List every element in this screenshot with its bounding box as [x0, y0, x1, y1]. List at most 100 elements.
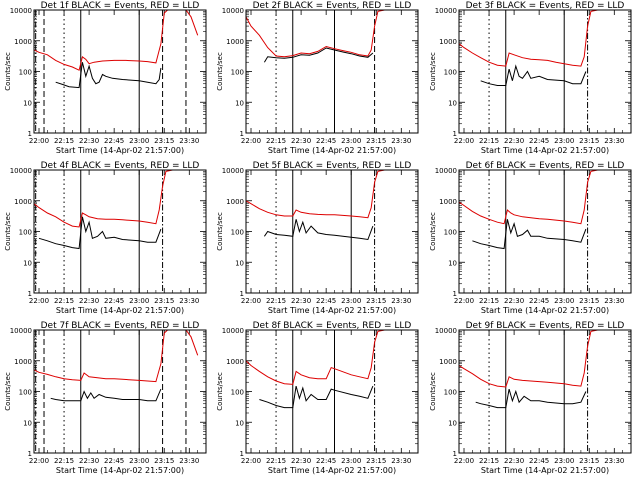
y-tick-label: 10: [448, 99, 457, 107]
y-tick-label: 10000: [435, 327, 457, 335]
x-axis-label: Start Time (14-Apr-02 21:57:00): [56, 146, 184, 155]
x-tick-label: 23:30: [179, 457, 199, 465]
x-tick-label: 22:30: [79, 457, 99, 465]
detector-panel: Det 1f BLACK = Events, RED = LLD Counts/s…: [4, 1, 207, 155]
x-tick-label: 22:30: [291, 137, 311, 145]
x-tick-label: 22:45: [104, 137, 124, 145]
x-tick-label: 23:30: [179, 137, 199, 145]
detector-panel: Det 8f BLACK = Events, RED = LLD Counts/s…: [216, 321, 419, 475]
x-tick-label: 23:15: [154, 297, 174, 305]
x-tick-label: 22:00: [454, 297, 474, 305]
x-tick-label: 23:15: [579, 457, 599, 465]
y-tick-label: 1000: [226, 198, 244, 206]
x-tick-label: 22:15: [54, 137, 74, 145]
x-tick-label: 23:00: [341, 457, 361, 465]
y-tick-label: 100: [231, 69, 244, 77]
x-axis-label: Start Time (14-Apr-02 21:57:00): [481, 466, 609, 475]
x-tick-label: 22:45: [104, 297, 124, 305]
lld-series-line: [459, 10, 623, 67]
y-tick-label: 1: [453, 450, 457, 458]
events-series-line: [480, 64, 587, 86]
detector-panel: Det 7f BLACK = Events, RED = LLD Counts/s…: [4, 321, 207, 475]
x-tick-label: 23:00: [554, 297, 574, 305]
detector-panel: Det 6f BLACK = Events, RED = LLD Counts/s…: [429, 161, 632, 315]
events-series-line: [472, 219, 587, 250]
x-tick-label: 23:30: [391, 457, 411, 465]
y-tick-label: 1: [453, 290, 457, 298]
x-tick-label: 23:30: [391, 297, 411, 305]
detector-panel: Det 2f BLACK = Events, RED = LLD Counts/s…: [216, 1, 419, 155]
y-tick-label: 1000: [226, 358, 244, 366]
y-tick-label: 10000: [10, 7, 32, 15]
panel-title: Det 5f BLACK = Events, RED = LLD: [253, 161, 412, 171]
y-tick-label: 100: [19, 389, 32, 397]
y-tick-label: 10: [23, 259, 32, 267]
x-tick-label: 23:15: [366, 137, 386, 145]
plot-frame: [33, 169, 207, 294]
y-tick-label: 10000: [222, 327, 244, 335]
y-axis-label: Counts/sec: [429, 372, 437, 411]
panel-title: Det 2f BLACK = Events, RED = LLD: [253, 1, 412, 11]
x-tick-label: 23:00: [554, 457, 574, 465]
y-axis-label: Counts/sec: [216, 372, 224, 411]
events-series-line: [263, 219, 374, 241]
y-tick-label: 1000: [439, 38, 457, 46]
y-tick-label: 10: [23, 99, 32, 107]
y-tick-label: 1: [28, 450, 32, 458]
x-tick-label: 22:30: [79, 297, 99, 305]
y-axis-label: Counts/sec: [216, 212, 224, 251]
y-axis-label: Counts/sec: [4, 372, 12, 411]
x-tick-label: 23:30: [391, 137, 411, 145]
x-tick-label: 23:15: [154, 457, 174, 465]
y-tick-label: 100: [444, 69, 457, 77]
y-tick-label: 10: [235, 419, 244, 427]
y-tick-label: 1000: [226, 38, 244, 46]
x-tick-label: 23:15: [579, 297, 599, 305]
detector-panel: Det 4f BLACK = Events, RED = LLD Counts/s…: [4, 161, 207, 315]
x-tick-label: 22:30: [504, 457, 524, 465]
events-series-line: [38, 216, 162, 250]
panel-title: Det 6f BLACK = Events, RED = LLD: [466, 161, 625, 171]
x-tick-label: 22:45: [316, 137, 336, 145]
plot-frame: [245, 169, 419, 294]
y-tick-label: 100: [19, 229, 32, 237]
x-tick-label: 22:00: [454, 137, 474, 145]
x-tick-label: 22:15: [266, 457, 286, 465]
y-tick-label: 100: [444, 389, 457, 397]
x-tick-label: 23:30: [179, 297, 199, 305]
x-tick-label: 22:30: [504, 297, 524, 305]
panel-title: Det 9f BLACK = Events, RED = LLD: [466, 321, 625, 331]
y-tick-label: 1000: [439, 358, 457, 366]
x-tick-label: 22:15: [54, 297, 74, 305]
lld-series-line: [34, 10, 199, 71]
detector-panel: Det 9f BLACK = Events, RED = LLD Counts/s…: [429, 321, 632, 475]
y-tick-label: 10000: [10, 327, 32, 335]
x-tick-label: 22:00: [454, 457, 474, 465]
x-tick-label: 23:15: [366, 457, 386, 465]
x-tick-label: 23:00: [341, 297, 361, 305]
y-tick-label: 1000: [439, 198, 457, 206]
x-tick-label: 22:15: [479, 137, 499, 145]
y-tick-label: 100: [444, 229, 457, 237]
events-series-line: [475, 388, 587, 409]
panel-title: Det 4f BLACK = Events, RED = LLD: [41, 161, 200, 171]
y-axis-label: Counts/sec: [4, 52, 12, 91]
x-axis-label: Start Time (14-Apr-02 21:57:00): [56, 466, 184, 475]
x-tick-label: 23:30: [604, 297, 624, 305]
x-tick-label: 22:45: [316, 297, 336, 305]
x-tick-label: 22:30: [291, 297, 311, 305]
detector-panel: Det 3f BLACK = Events, RED = LLD Counts/s…: [429, 1, 632, 155]
x-tick-label: 22:15: [479, 457, 499, 465]
x-tick-label: 22:45: [104, 457, 124, 465]
y-axis-label: Counts/sec: [429, 52, 437, 91]
y-tick-label: 10: [448, 259, 457, 267]
events-series-line: [259, 385, 374, 409]
x-tick-label: 22:30: [504, 137, 524, 145]
x-tick-label: 22:15: [266, 137, 286, 145]
plot-frame: [245, 329, 419, 454]
events-series-line: [55, 62, 162, 89]
plot-frame: [33, 9, 207, 134]
y-tick-label: 100: [19, 69, 32, 77]
x-tick-label: 22:45: [529, 457, 549, 465]
